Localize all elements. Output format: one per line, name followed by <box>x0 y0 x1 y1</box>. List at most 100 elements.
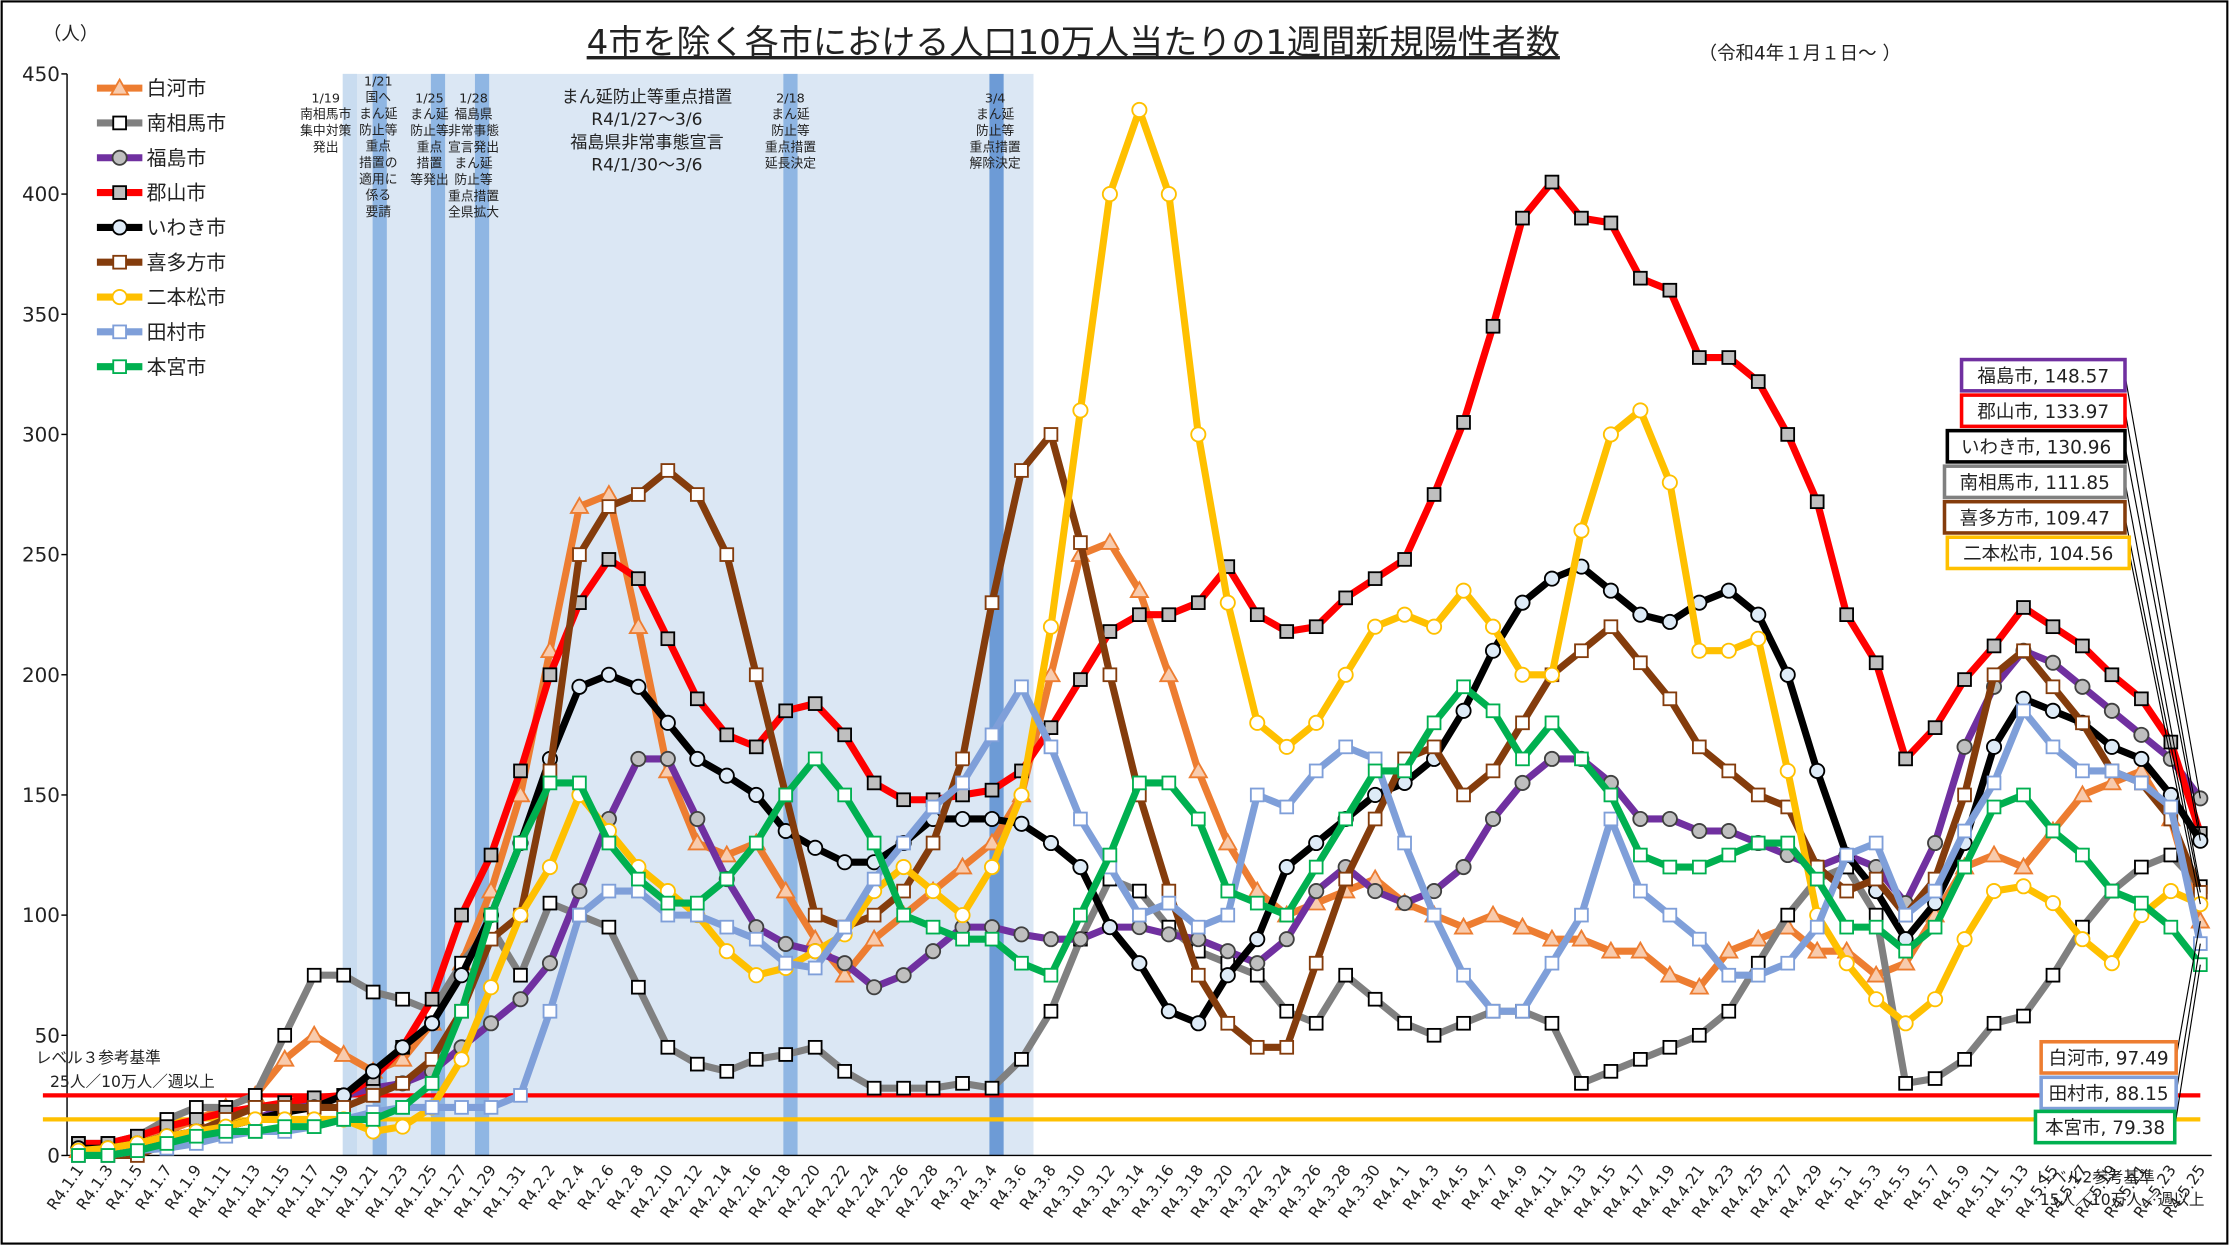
data-point <box>1957 859 1972 875</box>
data-point <box>601 835 617 851</box>
annotation: 防止等 <box>976 123 1015 139</box>
data-point <box>1514 666 1531 683</box>
end-label: いわき市, 130.96 <box>1961 437 2111 458</box>
data-point <box>1838 955 1855 972</box>
data-point <box>1426 739 1442 755</box>
data-point <box>2044 895 2061 912</box>
data-point <box>1220 883 1236 899</box>
data-point <box>1691 859 1707 875</box>
data-point <box>1898 751 1913 767</box>
data-point <box>1129 580 1150 598</box>
data-point <box>277 1027 293 1043</box>
annotation: まん延 <box>410 108 449 123</box>
data-point <box>1809 919 1825 935</box>
data-point <box>424 991 440 1007</box>
annotation: 重点 <box>366 139 392 155</box>
data-point <box>718 943 735 960</box>
data-point <box>2016 703 2031 719</box>
data-point <box>1573 522 1590 539</box>
legend-label: 田村市 <box>147 321 207 344</box>
annotation: 解除決定 <box>970 157 1021 172</box>
legend-marker <box>111 289 128 306</box>
legend-label: 本宮市 <box>147 356 207 379</box>
data-point <box>1956 931 1973 948</box>
data-point <box>1485 1003 1501 1019</box>
annotation: 宣言発出 <box>448 140 499 155</box>
data-point <box>304 1024 325 1043</box>
data-point <box>866 1080 882 1096</box>
data-point <box>542 895 558 911</box>
data-point <box>512 907 529 924</box>
data-point <box>513 1088 528 1103</box>
data-point <box>1721 763 1737 779</box>
data-point <box>2163 799 2179 815</box>
data-point <box>1396 606 1413 623</box>
data-point <box>1780 955 1796 971</box>
data-point <box>1957 787 1972 803</box>
data-point <box>1515 751 1530 767</box>
data-point <box>1190 426 1207 443</box>
data-point <box>1161 883 1177 899</box>
data-point <box>1839 883 1854 899</box>
legend-label: 南相馬市 <box>147 112 227 135</box>
data-point <box>984 595 1000 610</box>
data-point <box>1868 991 1885 1008</box>
data-point <box>1308 883 1325 900</box>
data-point <box>2162 883 2179 900</box>
y-tick-label: 350 <box>22 303 60 326</box>
data-point <box>659 714 676 731</box>
data-point <box>1279 907 1295 923</box>
data-point <box>866 979 883 996</box>
data-point <box>1632 810 1649 828</box>
data-point <box>1661 613 1678 630</box>
end-label-box <box>2039 1075 2178 1111</box>
data-point <box>807 943 824 960</box>
data-point <box>1367 751 1383 767</box>
data-point <box>1659 964 1680 983</box>
legend-marker <box>112 324 127 340</box>
y-tick-label: 300 <box>22 424 60 447</box>
data-point <box>1720 582 1737 599</box>
data-point <box>1338 871 1353 887</box>
legend-label: 白河市 <box>147 77 207 100</box>
period-stripe <box>989 73 1004 1156</box>
data-point <box>1720 822 1737 840</box>
data-point <box>483 907 499 923</box>
data-point <box>1278 738 1295 755</box>
data-point <box>719 547 735 562</box>
data-point <box>424 1076 440 1091</box>
data-point <box>601 552 617 567</box>
data-point <box>1543 750 1560 767</box>
data-point <box>1190 967 1206 983</box>
data-point <box>866 871 882 887</box>
data-point <box>955 1076 970 1091</box>
end-label-box <box>1959 357 2127 393</box>
data-point <box>1367 618 1384 635</box>
data-point <box>336 967 351 983</box>
data-point <box>2072 784 2093 803</box>
data-point <box>1633 655 1648 671</box>
data-point <box>837 787 852 803</box>
data-point <box>1515 715 1530 731</box>
data-point <box>1574 210 1589 226</box>
data-point <box>1040 664 1062 683</box>
data-point <box>2016 787 2031 803</box>
data-point <box>2013 856 2034 875</box>
data-point <box>1868 835 1884 851</box>
data-point <box>1485 763 1501 779</box>
data-point <box>1190 1015 1207 1032</box>
data-point <box>837 919 852 935</box>
data-point <box>1014 679 1029 695</box>
data-point <box>1927 991 1944 1008</box>
data-point <box>542 775 558 791</box>
data-point <box>1602 426 1619 443</box>
data-point <box>748 667 764 683</box>
data-point <box>1691 350 1707 365</box>
data-point <box>513 763 528 779</box>
data-point <box>1013 815 1030 832</box>
annotation: 重点 <box>417 139 443 155</box>
data-point <box>660 907 676 923</box>
data-point <box>864 928 885 947</box>
data-point <box>1249 1039 1265 1055</box>
data-point <box>482 979 500 996</box>
